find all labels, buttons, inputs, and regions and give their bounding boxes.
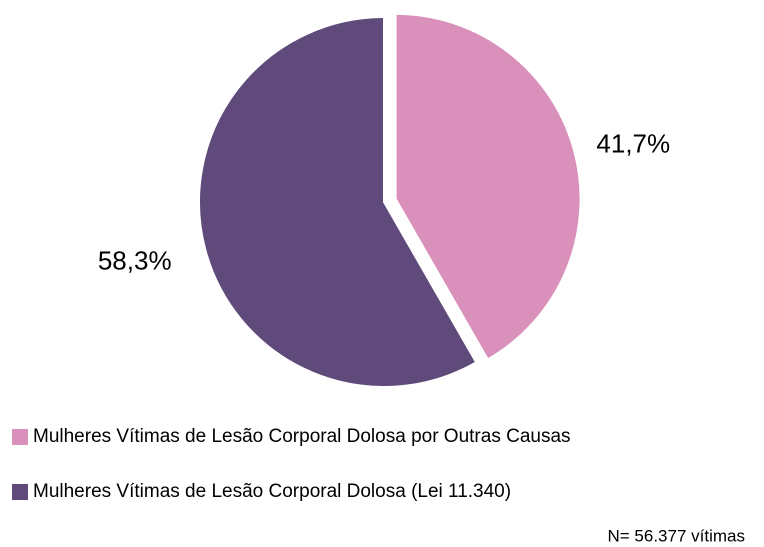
legend-label: Mulheres Vítimas de Lesão Corporal Dolos… (33, 481, 511, 502)
legend-swatch (12, 429, 28, 445)
pie-slice (394, 12, 582, 361)
note: N= 56.377 vítimas (608, 526, 746, 545)
pie-slice (198, 15, 478, 388)
value-label: 41,7% (596, 128, 670, 158)
value-label: 58,3% (98, 245, 172, 275)
legend-label: Mulheres Vítimas de Lesão Corporal Dolos… (33, 426, 571, 447)
legend-swatch (12, 484, 28, 500)
